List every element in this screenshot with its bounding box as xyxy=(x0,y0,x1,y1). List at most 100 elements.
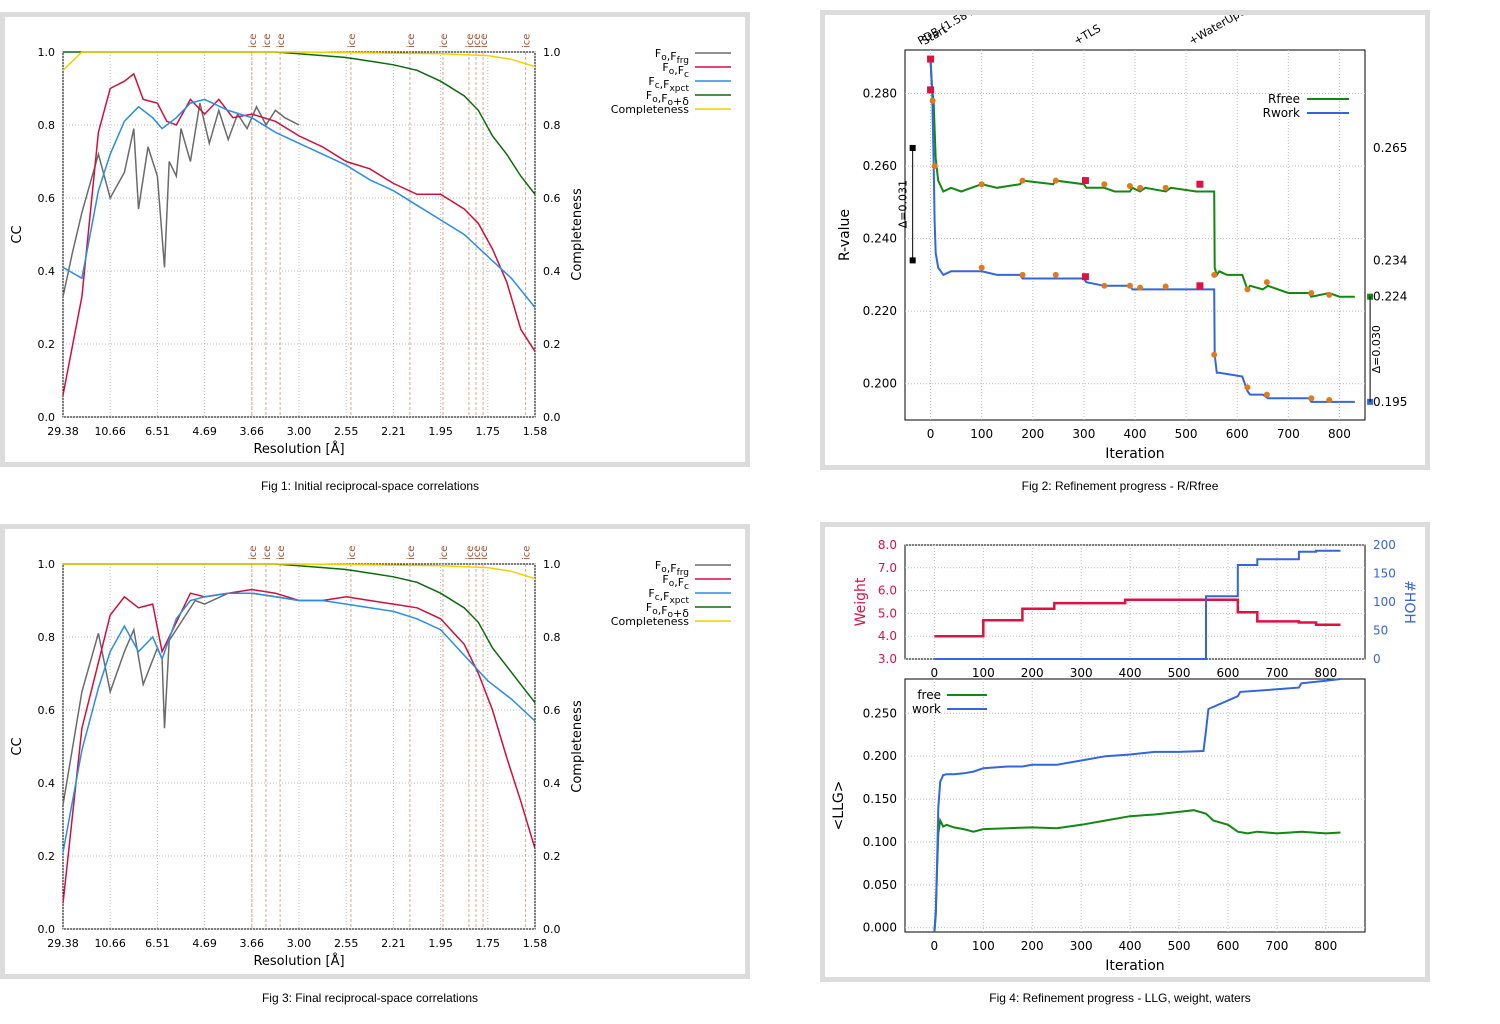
x-tick-label: 100 xyxy=(972,666,995,680)
y-tick-label: 6.0 xyxy=(878,584,897,598)
y-tick-label: 0.050 xyxy=(863,878,897,892)
y2-tick-label: 0.2 xyxy=(543,338,561,351)
x-tick-label: 2.55 xyxy=(334,425,359,438)
legend-label-part: F xyxy=(648,75,654,88)
delta-marker xyxy=(909,257,916,264)
x-tick-label: 500 xyxy=(1175,427,1198,441)
marker-point xyxy=(1244,384,1251,391)
delta-right-label: Δ=0.030 xyxy=(1370,325,1383,373)
x-tick-label: 600 xyxy=(1217,939,1240,953)
y-tick-label: 0.100 xyxy=(863,835,897,849)
marker-point xyxy=(1211,351,1218,358)
y2-tick-label: 50 xyxy=(1373,624,1388,638)
fig2-panel: 0 100 200 300 400 500 600 700 800 0.200 0.220 0.240… xyxy=(820,10,1430,470)
series-work xyxy=(933,678,1341,933)
series-fo_fc xyxy=(62,588,536,904)
series-fo_fc xyxy=(62,72,536,396)
x-tick-label: 800 xyxy=(1314,666,1337,680)
x-tick-label: 4.69 xyxy=(192,425,217,438)
legend-label-part: F xyxy=(655,47,661,60)
legend-label-part: ,F xyxy=(658,92,668,105)
x-tick-label: 1.95 xyxy=(428,425,453,438)
x-tick-label: 6.51 xyxy=(145,937,170,950)
x-tick-label: 2.21 xyxy=(381,937,406,950)
ice-ring-label: ice xyxy=(262,34,273,48)
legend-label-part: c xyxy=(655,593,660,603)
legend-label-part: frg xyxy=(677,568,689,578)
x-tick-label: 700 xyxy=(1277,427,1300,441)
legend-label: Completeness xyxy=(611,103,689,116)
y-tick-label: 0.000 xyxy=(863,921,897,935)
y-tick-label: 0.200 xyxy=(863,377,897,391)
y-tick-label: 0.2 xyxy=(38,850,56,863)
y-tick-label: 1.0 xyxy=(38,46,56,59)
ice-ring-label: ice xyxy=(248,34,259,48)
y-tick-label: 4.0 xyxy=(878,629,897,643)
ice-ring-label: ice xyxy=(479,546,490,560)
y-tick-label: 0.4 xyxy=(38,777,56,790)
ice-ring-label: ice xyxy=(262,546,273,560)
y-tick-label: 0.150 xyxy=(863,792,897,806)
delta-left-label: Δ=0.031 xyxy=(897,180,910,228)
legend-label: Fo,Fc xyxy=(662,573,689,592)
legend-label-part: o xyxy=(661,53,667,63)
legend-label-part: xpct xyxy=(669,596,689,606)
y-tick-label: 0.0 xyxy=(38,923,56,936)
y-tick-label: 0.260 xyxy=(863,159,897,173)
marker-point xyxy=(1244,286,1251,293)
legend-label: Fo,Ffrg xyxy=(655,559,689,578)
legend-label-part: ,F xyxy=(667,50,677,63)
y-tick-label: 0.250 xyxy=(863,706,897,720)
ice-ring-label: ice xyxy=(472,546,483,560)
legend-label-part: ,F xyxy=(674,64,684,77)
marker-point xyxy=(1308,395,1315,402)
series-hoh xyxy=(934,549,1341,660)
x-tick-label: 6.51 xyxy=(145,425,170,438)
ice-ring-label: ice xyxy=(465,546,476,560)
marker-point xyxy=(931,163,938,170)
y-tick-label: 8.0 xyxy=(878,538,897,552)
ice-ring-label: ice xyxy=(276,34,287,48)
marker-square xyxy=(1081,273,1089,281)
y-tick-label: 5.0 xyxy=(878,606,897,620)
x-tick-label: 500 xyxy=(1168,666,1191,680)
marker-square xyxy=(1196,180,1204,188)
right-value-label: 0.234 xyxy=(1373,253,1407,267)
marker-square xyxy=(927,86,935,94)
plot-frame-top xyxy=(904,544,1366,660)
series-weight xyxy=(934,598,1341,638)
legend-label-part: o xyxy=(668,98,674,108)
y2-axis-label: Completeness xyxy=(570,188,585,281)
marker-point xyxy=(1126,183,1133,190)
y2-tick-label: 0.4 xyxy=(543,265,561,278)
y2-tick-label: 0.6 xyxy=(543,704,561,717)
ice-ring-label: ice xyxy=(479,34,490,48)
marker-point xyxy=(1211,271,1218,278)
fig1-panel: 0.0 0.2 0.4 0.6 0.8 1.0 0.0 0.2 0.4 0.6 0.8 1.0 29.3… xyxy=(0,12,750,467)
legend-label: Fo,Fo+δ xyxy=(646,89,689,108)
marker-point xyxy=(1162,283,1169,290)
legend-label-part: o xyxy=(661,565,667,575)
marker-point xyxy=(1263,279,1270,286)
series-fo_ffrg xyxy=(62,592,300,806)
x-tick-label: 3.00 xyxy=(287,937,312,950)
fig2-chart: 0 100 200 300 400 500 600 700 800 0.200 0.220 0.240… xyxy=(837,15,1407,462)
fig3-caption: Fig 3: Final reciprocal-space correlatio… xyxy=(261,991,479,1005)
y-tick-label: 0.8 xyxy=(38,119,56,132)
x-tick-label: 200 xyxy=(1021,427,1044,441)
x-axis-label: Resolution [Å] xyxy=(253,441,344,457)
fig3-chart: 0.0 0.2 0.4 0.6 0.8 1.0 0.0 0.2 0.4 0.6 0.8 1.0 29.3… xyxy=(10,546,731,969)
x-tick-label: 29.38 xyxy=(47,425,79,438)
marker-square xyxy=(1081,177,1089,185)
marker-point xyxy=(1263,391,1270,398)
y-tick-label: 0.280 xyxy=(863,87,897,101)
x-tick-label: 600 xyxy=(1226,427,1249,441)
legend-label-part: +δ xyxy=(673,607,689,620)
marker-point xyxy=(1308,290,1315,297)
marker-point xyxy=(978,181,985,188)
y2-tick-label: 0.2 xyxy=(543,850,561,863)
series-free xyxy=(933,809,1341,933)
legend-label-part: F xyxy=(655,559,661,572)
x-tick-label: 1.58 xyxy=(523,425,548,438)
y2-tick-label: 1.0 xyxy=(543,46,561,59)
